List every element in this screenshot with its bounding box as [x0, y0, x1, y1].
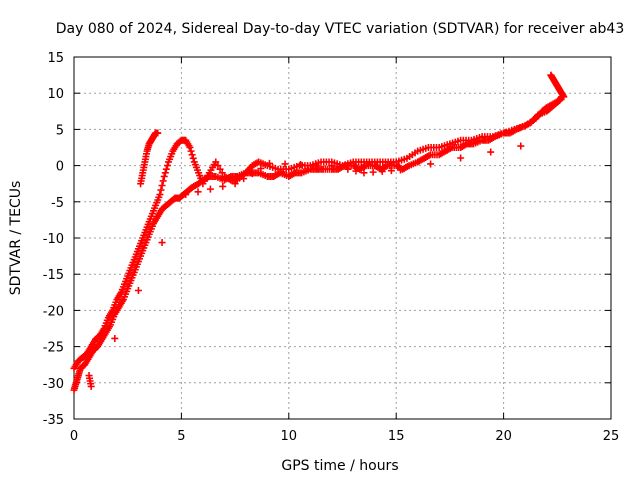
data-point [231, 180, 239, 188]
series-late-spike [547, 71, 568, 101]
data-point [154, 129, 162, 137]
data-point [517, 142, 525, 150]
data-point [427, 160, 435, 168]
data-point [555, 96, 563, 104]
grid [74, 57, 611, 419]
y-tick-label: -25 [43, 341, 64, 356]
data-point [162, 165, 170, 173]
data-point [182, 191, 190, 199]
x-tick-label: 15 [388, 429, 405, 444]
y-tick-label: 0 [56, 160, 64, 175]
data-point [156, 191, 164, 199]
series-outliers [85, 142, 525, 390]
data-point [248, 170, 256, 178]
axis-ticks: 0 5 10 15 20 25 -35 -30 -25 -20 -15 -10 -5 0 5 10 15 [43, 51, 620, 444]
data-point [206, 185, 214, 193]
data-point [297, 161, 305, 169]
chart-title: Day 080 of 2024, Sidereal Day-to-day VTE… [56, 21, 625, 37]
data-point [344, 165, 352, 173]
data-point [186, 144, 194, 151]
data-point [194, 188, 202, 196]
data-point [158, 239, 166, 247]
x-axis-label: GPS time / hours [281, 458, 398, 474]
data-point [214, 162, 222, 170]
data-point [216, 165, 224, 173]
x-tick-label: 10 [281, 429, 298, 444]
y-tick-label: -15 [43, 268, 64, 283]
data-point [134, 286, 142, 294]
y-tick-label: -35 [43, 413, 64, 428]
data-point [378, 167, 386, 175]
x-tick-label: 20 [495, 429, 512, 444]
data-point [560, 93, 568, 101]
data-point [157, 186, 165, 194]
data-point [487, 148, 495, 156]
data-point [158, 182, 166, 190]
data-point [218, 169, 226, 177]
y-tick-label: -30 [43, 377, 64, 392]
y-tick-label: -20 [43, 304, 64, 319]
data-point [161, 169, 169, 177]
data-point [396, 166, 404, 174]
y-tick-label: 5 [56, 123, 64, 138]
data-point [360, 169, 368, 177]
y-tick-label: -10 [43, 232, 64, 247]
data-point [188, 151, 196, 159]
data-point [457, 154, 465, 162]
data-point [159, 177, 167, 185]
data-point [187, 147, 195, 155]
data-point [240, 175, 248, 183]
data-points [70, 71, 568, 394]
series-short-track [137, 129, 162, 188]
data-point [352, 167, 360, 175]
series-main [70, 93, 566, 394]
data-point [281, 160, 289, 168]
y-tick-label: 15 [47, 51, 64, 66]
data-point [257, 164, 265, 172]
data-point [265, 159, 273, 167]
x-tick-label: 5 [177, 429, 185, 444]
data-point [111, 334, 119, 342]
data-point [219, 182, 227, 190]
data-point [189, 154, 197, 162]
data-point [369, 168, 377, 176]
data-point [336, 163, 344, 171]
data-point [163, 162, 171, 170]
data-point [328, 162, 336, 170]
y-tick-label: 10 [47, 87, 64, 102]
data-point [160, 172, 168, 180]
y-axis-label: SDTVAR / TECUs [8, 181, 24, 296]
y-tick-label: -5 [51, 196, 64, 211]
data-point [387, 167, 395, 175]
x-tick-label: 25 [603, 429, 620, 444]
data-point [87, 382, 95, 390]
x-tick-label: 0 [70, 429, 78, 444]
data-point [212, 158, 220, 166]
data-point [312, 161, 320, 169]
